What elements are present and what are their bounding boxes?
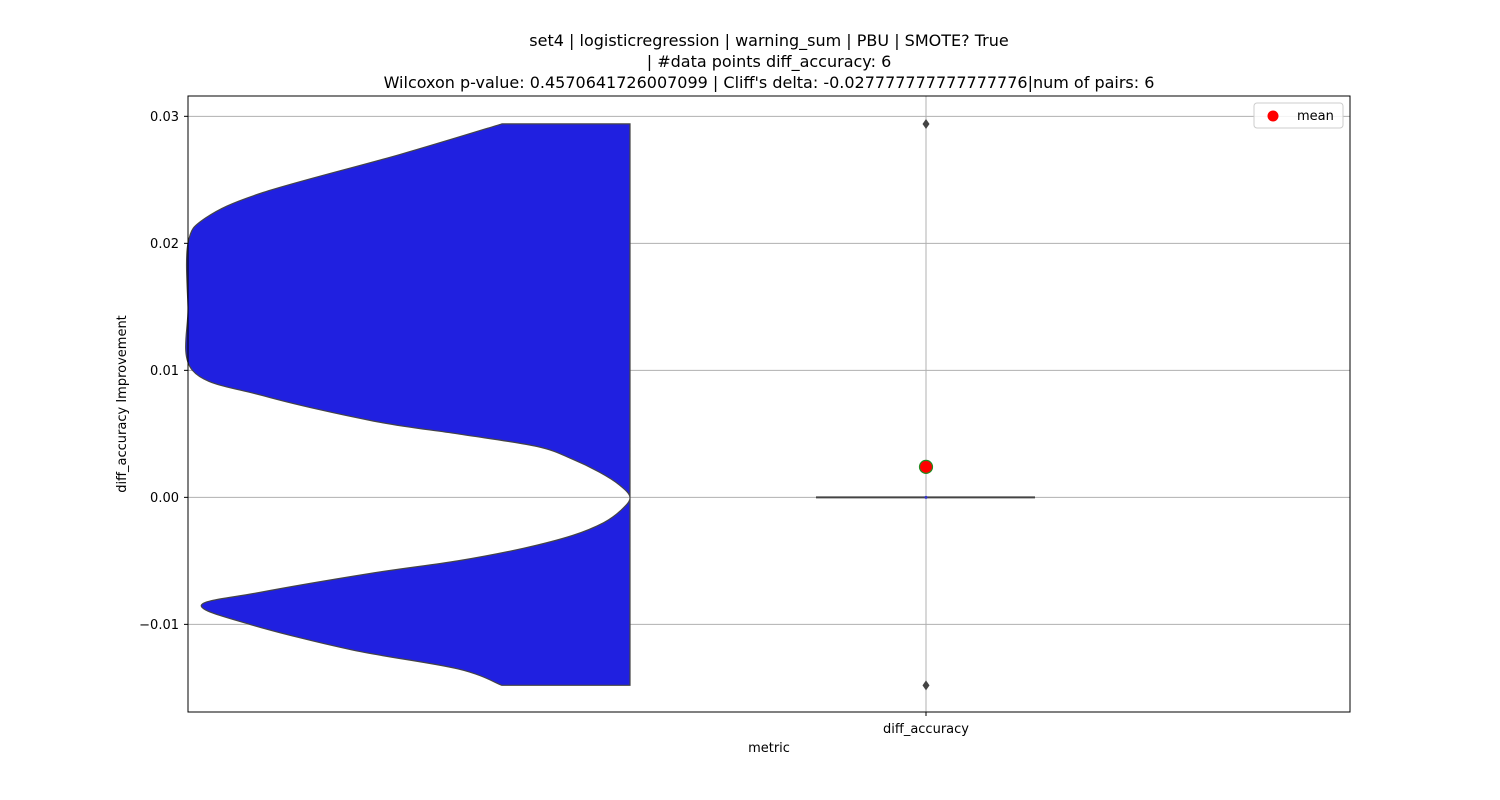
mean-marker — [918, 459, 934, 474]
title-line-2: | #data points diff_accuracy: 6 — [647, 52, 892, 72]
legend-mean-label: mean — [1297, 109, 1334, 124]
x-axis-label: metric — [748, 741, 790, 756]
y-tick-label-0: −0.01 — [139, 618, 179, 633]
title-line-1: set4 | logisticregression | warning_sum … — [529, 31, 1008, 51]
y-tick-label-2: 0.01 — [150, 364, 179, 379]
plot-frame — [187, 95, 1351, 713]
x-axis: diff_accuracy — [883, 712, 969, 737]
box-plot — [816, 118, 1035, 691]
y-axis: −0.01 0.00 0.01 0.02 0.03 — [139, 110, 188, 633]
y-axis-label: diff_accuracy Improvement — [115, 315, 130, 493]
box-center-dot — [924, 495, 928, 499]
y-tick-label-1: 0.00 — [150, 491, 179, 506]
y-tick-label-3: 0.02 — [150, 237, 179, 252]
title: set4 | logisticregression | warning_sum … — [384, 31, 1155, 92]
legend-mean-marker — [1267, 110, 1279, 122]
outlier-point-0 — [922, 118, 930, 129]
violin-body — [185, 123, 631, 686]
y-tick-label-4: 0.03 — [150, 110, 179, 125]
legend: mean — [1253, 102, 1344, 129]
violin — [185, 123, 631, 686]
x-tick-label-0: diff_accuracy — [883, 722, 969, 737]
outlier-point-1 — [922, 680, 930, 691]
legend-box — [1253, 102, 1344, 129]
title-line-3: Wilcoxon p-value: 0.4570641726007099 | C… — [384, 73, 1155, 92]
